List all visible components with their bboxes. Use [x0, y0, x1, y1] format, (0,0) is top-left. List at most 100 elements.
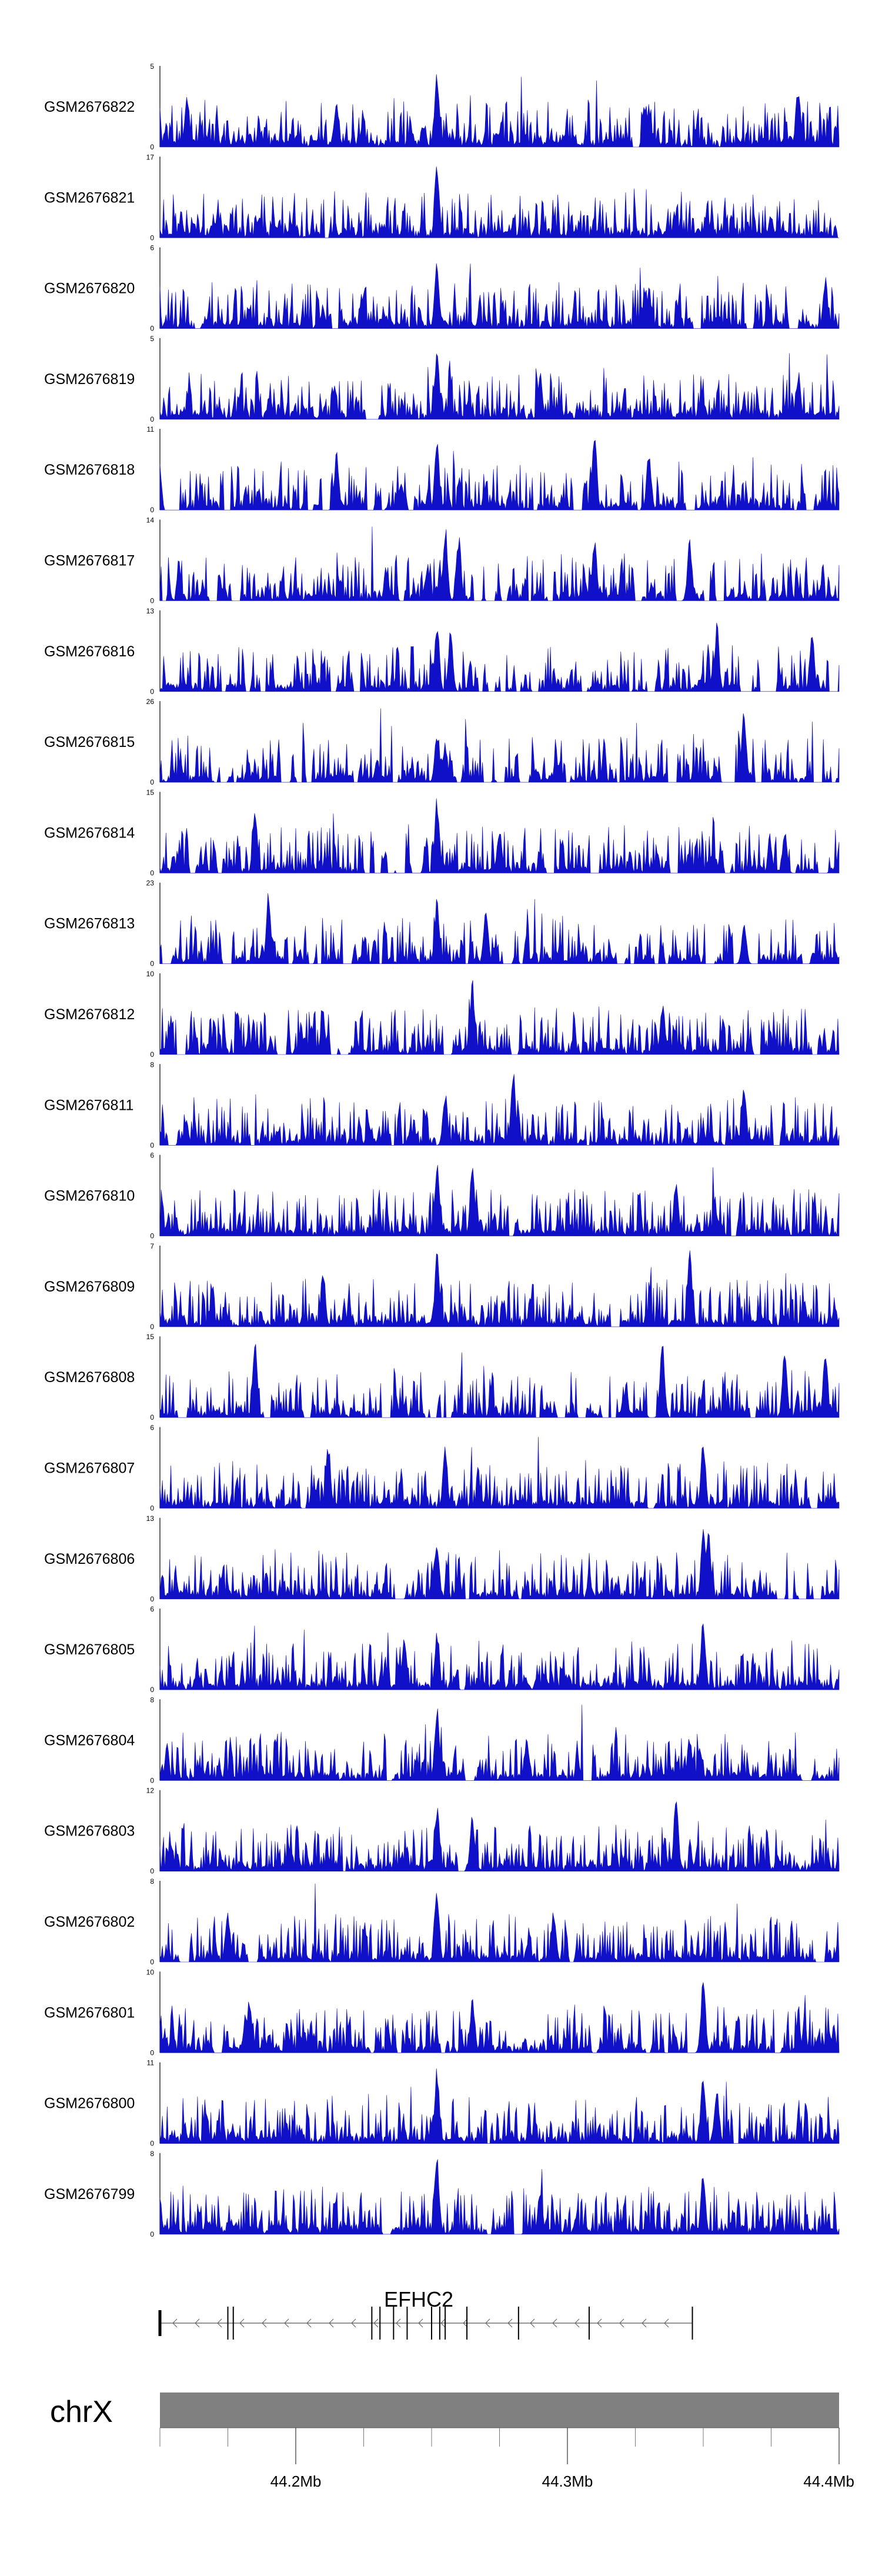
exon [393, 2307, 395, 2340]
y-max-label: 26 [146, 698, 155, 706]
y-min-label: 0 [150, 1413, 154, 1422]
exon [691, 2307, 693, 2340]
y-min-label: 0 [150, 688, 154, 696]
exon [445, 2307, 446, 2340]
strand-arrow [306, 2318, 312, 2328]
y-min-label: 0 [150, 143, 154, 151]
strand-arrow [597, 2318, 602, 2328]
y-min-label: 0 [150, 1867, 154, 1876]
coverage-tracks: GSM267682250GSM2676821170GSM267682060GSM… [44, 62, 840, 2238]
exon [406, 2307, 408, 2340]
strand-arrow [418, 2318, 423, 2328]
coverage-signal [159, 1801, 840, 1872]
y-max-label: 13 [146, 1514, 155, 1523]
gene-track: EFHC2 [158, 2287, 693, 2340]
track-GSM2676810: GSM2676810 6 0 [44, 1152, 840, 1240]
y-min-label: 0 [150, 233, 154, 242]
strand-arrow [664, 2318, 669, 2328]
y-min-label: 0 [150, 960, 154, 968]
coverage-signal [159, 2068, 840, 2144]
track-label: GSM2676820 [44, 281, 135, 297]
coverage-signal [159, 74, 840, 148]
track-GSM2676820: GSM2676820 6 0 [44, 244, 840, 333]
track-label: GSM2676813 [44, 916, 135, 932]
track-label: GSM2676822 [44, 99, 135, 115]
y-max-label: 10 [146, 970, 155, 978]
track-label: GSM2676799 [44, 2186, 135, 2203]
strand-arrow [217, 2318, 222, 2328]
track-label: GSM2676809 [44, 1279, 135, 1295]
y-max-label: 12 [146, 1787, 155, 1795]
coverage-signal [159, 980, 840, 1055]
y-max-label: 6 [150, 1424, 154, 1432]
strand-arrow [507, 2318, 513, 2328]
y-min-label: 0 [150, 2140, 154, 2148]
y-min-label: 0 [150, 1958, 154, 1966]
coverage-signal [159, 1074, 840, 1146]
y-max-label: 6 [150, 244, 154, 252]
genomic-axis: 44.2Mb 44.3Mb 44.4Mb [159, 2427, 854, 2490]
gene-label-efhc2: EFHC2 [384, 2287, 453, 2311]
coverage-signal [159, 526, 840, 601]
track-GSM2676809: GSM2676809 7 0 [44, 1242, 840, 1331]
track-GSM2676806: GSM2676806 13 0 [44, 1514, 840, 1603]
track-GSM2676799: GSM2676799 8 0 [44, 2150, 840, 2238]
track-label: GSM2676815 [44, 734, 135, 750]
coverage-signal [159, 263, 840, 329]
track-label: GSM2676810 [44, 1188, 135, 1204]
track-label: GSM2676821 [44, 189, 135, 206]
y-max-label: 7 [150, 1242, 154, 1250]
axis-tick-label: 44.4Mb [803, 2472, 854, 2490]
track-GSM2676803: GSM2676803 12 0 [44, 1787, 840, 1876]
y-max-label: 8 [150, 1696, 154, 1704]
strand-arrow [172, 2318, 178, 2328]
coverage-signal [159, 622, 840, 692]
strand-arrow [574, 2318, 580, 2328]
chromosome-bar [160, 2393, 839, 2428]
strand-arrow [396, 2318, 401, 2328]
exon [158, 2310, 162, 2336]
strand-arrow [262, 2318, 267, 2328]
coverage-signal [159, 439, 840, 510]
track-label: GSM2676808 [44, 1369, 135, 1386]
track-GSM2676818: GSM2676818 11 0 [44, 425, 840, 514]
strand-arrow [195, 2318, 200, 2328]
track-label: GSM2676807 [44, 1460, 135, 1477]
y-max-label: 11 [147, 2059, 155, 2067]
coverage-signal [159, 1704, 840, 1781]
y-min-label: 0 [150, 869, 154, 877]
y-min-label: 0 [150, 506, 154, 514]
exon [371, 2307, 373, 2340]
track-GSM2676811: GSM2676811 8 0 [44, 1060, 840, 1149]
y-min-label: 0 [150, 1323, 154, 1331]
y-max-label: 11 [147, 425, 155, 433]
y-min-label: 0 [150, 2048, 154, 2057]
strand-arrow [463, 2318, 468, 2328]
axis-tick-label: 44.3Mb [542, 2472, 593, 2490]
track-label: GSM2676818 [44, 462, 135, 478]
exon [227, 2307, 229, 2340]
coverage-signal [159, 353, 840, 420]
chromosome-label: chrX [50, 2395, 113, 2429]
exon [379, 2307, 381, 2340]
y-min-label: 0 [150, 325, 154, 333]
track-label: GSM2676817 [44, 553, 135, 569]
track-label: GSM2676800 [44, 2095, 135, 2112]
y-max-label: 8 [150, 2150, 154, 2158]
y-max-label: 17 [146, 153, 155, 161]
y-max-label: 5 [150, 335, 154, 343]
exon [439, 2307, 440, 2340]
strand-arrow [642, 2318, 647, 2328]
coverage-signal [159, 893, 840, 965]
coverage-signal [159, 166, 839, 238]
track-GSM2676800: GSM2676800 11 0 [44, 2059, 840, 2148]
track-label: GSM2676801 [44, 2004, 135, 2021]
exon [232, 2307, 234, 2340]
strand-arrow [619, 2318, 624, 2328]
track-GSM2676816: GSM2676816 13 0 [44, 607, 840, 696]
strand-arrow [351, 2318, 356, 2328]
track-GSM2676801: GSM2676801 10 0 [44, 1968, 840, 2057]
y-max-label: 15 [146, 1333, 155, 1341]
strand-arrow [530, 2318, 535, 2328]
